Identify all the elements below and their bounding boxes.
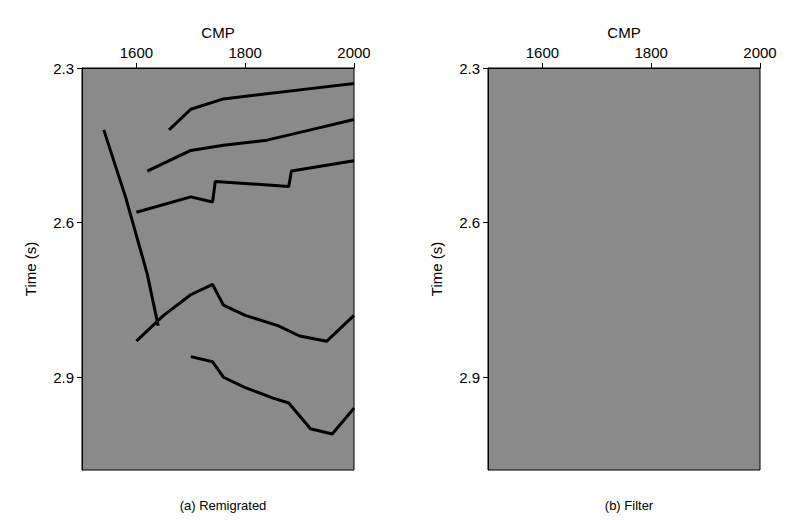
svg-text:2.6: 2.6 <box>459 214 480 231</box>
svg-text:2.9: 2.9 <box>53 369 74 386</box>
svg-text:2000: 2000 <box>743 44 776 61</box>
svg-text:(b) Filter: (b) Filter <box>605 498 654 513</box>
svg-text:2000: 2000 <box>337 44 370 61</box>
svg-text:CMP: CMP <box>607 24 640 41</box>
svg-text:1600: 1600 <box>120 44 153 61</box>
svg-text:2.3: 2.3 <box>53 60 74 77</box>
svg-text:1800: 1800 <box>229 44 262 61</box>
svg-text:1600: 1600 <box>526 44 559 61</box>
svg-text:(a) Remigrated: (a) Remigrated <box>180 498 267 513</box>
svg-text:2.6: 2.6 <box>53 214 74 231</box>
svg-text:2.3: 2.3 <box>459 60 480 77</box>
svg-text:Time (s): Time (s) <box>22 242 39 296</box>
svg-text:1800: 1800 <box>635 44 668 61</box>
svg-text:CMP: CMP <box>201 24 234 41</box>
svg-text:2.9: 2.9 <box>459 369 480 386</box>
svg-text:Time (s): Time (s) <box>428 242 445 296</box>
